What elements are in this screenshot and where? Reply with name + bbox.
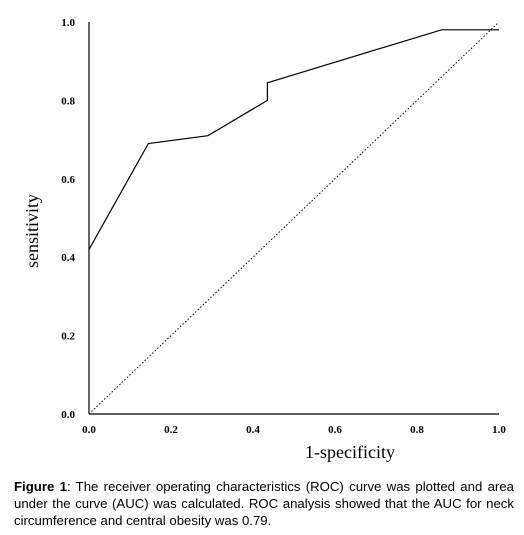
y-tick-label: 0.6	[61, 174, 75, 186]
caption-text: : The receiver operating characteristics…	[14, 479, 514, 528]
y-tick-label: 0.2	[61, 331, 75, 343]
x-tick-label: 0.8	[410, 424, 424, 436]
chart-axes	[88, 22, 499, 415]
roc-curve-line	[88, 29, 499, 250]
x-tick-label: 0.6	[328, 424, 342, 436]
x-tick-label: 1.0	[492, 424, 506, 436]
x-tick-label: 0.2	[164, 424, 178, 436]
y-tick-label: 1.0	[61, 17, 75, 29]
reference-diagonal-line	[88, 21, 500, 415]
y-tick-label: 0.0	[61, 409, 75, 421]
x-axis-title: 1-specificity	[305, 442, 395, 462]
x-tick-label: 0.4	[246, 424, 260, 436]
figure-caption: Figure 1: The receiver operating charact…	[14, 478, 514, 529]
roc-chart: 0.0 0.2 0.4 0.6 0.8 1.0 0.0 0.2 0.4 0.6 0.8 1.0 1-s…	[22, 17, 506, 462]
chart-ticks: 0.0 0.2 0.4 0.6 0.8 1.0 0.0 0.2 0.4 0.6 0.8 1.0	[61, 17, 506, 436]
y-axis-title: sensitivity	[22, 194, 42, 268]
y-tick-label: 0.8	[61, 95, 75, 107]
chart-series	[88, 21, 500, 415]
caption-label: Figure 1	[14, 479, 67, 494]
x-tick-label: 0.0	[82, 424, 96, 436]
y-tick-label: 0.4	[61, 252, 75, 264]
